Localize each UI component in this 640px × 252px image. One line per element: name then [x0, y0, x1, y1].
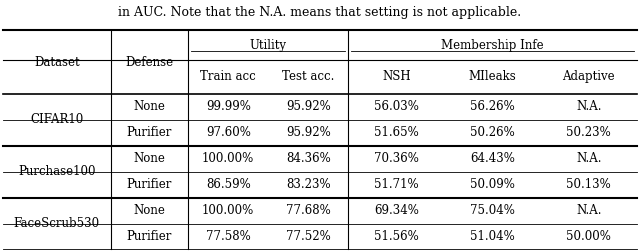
Text: 50.09%: 50.09% — [470, 178, 515, 191]
Text: Adaptive: Adaptive — [563, 70, 615, 83]
Text: 83.23%: 83.23% — [286, 178, 330, 191]
Text: 97.60%: 97.60% — [206, 126, 251, 139]
Text: 50.23%: 50.23% — [566, 126, 611, 139]
Text: 77.52%: 77.52% — [286, 230, 330, 243]
Text: 86.59%: 86.59% — [206, 178, 251, 191]
Text: 77.68%: 77.68% — [286, 204, 330, 217]
Text: 100.00%: 100.00% — [202, 204, 254, 217]
Text: 84.36%: 84.36% — [286, 152, 330, 165]
Text: Purchase100: Purchase100 — [18, 165, 95, 178]
Text: 77.58%: 77.58% — [206, 230, 251, 243]
Text: 56.03%: 56.03% — [374, 100, 419, 113]
Text: MIleaks: MIleaks — [468, 70, 516, 83]
Text: FaceScrub530: FaceScrub530 — [14, 217, 100, 230]
Text: 50.13%: 50.13% — [566, 178, 611, 191]
Text: 51.65%: 51.65% — [374, 126, 419, 139]
Text: 69.34%: 69.34% — [374, 204, 419, 217]
Text: 70.36%: 70.36% — [374, 152, 419, 165]
Text: 50.26%: 50.26% — [470, 126, 515, 139]
Text: 100.00%: 100.00% — [202, 152, 254, 165]
Text: Purifier: Purifier — [127, 178, 172, 191]
Text: 51.71%: 51.71% — [374, 178, 419, 191]
Text: 51.04%: 51.04% — [470, 230, 515, 243]
Text: 64.43%: 64.43% — [470, 152, 515, 165]
Text: NSH: NSH — [382, 70, 410, 83]
Text: 95.92%: 95.92% — [286, 126, 330, 139]
Text: N.A.: N.A. — [576, 100, 602, 113]
Text: 99.99%: 99.99% — [206, 100, 251, 113]
Text: None: None — [134, 204, 165, 217]
Text: 51.56%: 51.56% — [374, 230, 419, 243]
Text: Membership Infe: Membership Infe — [441, 39, 544, 52]
Text: 95.92%: 95.92% — [286, 100, 330, 113]
Text: Purifier: Purifier — [127, 230, 172, 243]
Text: 75.04%: 75.04% — [470, 204, 515, 217]
Text: N.A.: N.A. — [576, 152, 602, 165]
Text: Defense: Defense — [125, 55, 173, 69]
Text: 50.00%: 50.00% — [566, 230, 611, 243]
Text: in AUC. Note that the N.A. means that setting is not applicable.: in AUC. Note that the N.A. means that se… — [118, 6, 522, 19]
Text: Purifier: Purifier — [127, 126, 172, 139]
Text: Test acc.: Test acc. — [282, 70, 334, 83]
Text: Utility: Utility — [250, 39, 287, 52]
Text: None: None — [134, 152, 165, 165]
Text: Train acc: Train acc — [200, 70, 256, 83]
Text: 56.26%: 56.26% — [470, 100, 515, 113]
Text: N.A.: N.A. — [576, 204, 602, 217]
Text: Dataset: Dataset — [34, 55, 79, 69]
Text: CIFAR10: CIFAR10 — [30, 113, 83, 126]
Text: None: None — [134, 100, 165, 113]
